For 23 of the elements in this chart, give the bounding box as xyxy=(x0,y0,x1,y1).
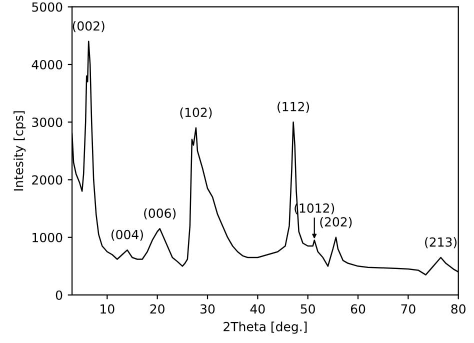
annotation: (112) xyxy=(278,102,310,113)
x-tick-label: 20 xyxy=(150,304,164,314)
annotation: (213) xyxy=(425,237,457,248)
annotation: (002) xyxy=(72,21,104,32)
x-tick-label: 10 xyxy=(100,304,114,314)
x-tick-label: 30 xyxy=(200,304,215,314)
annotation: (006) xyxy=(144,208,176,220)
y-tick-label: 4000 xyxy=(32,60,62,70)
y-tick-label: 3000 xyxy=(32,118,62,128)
y-tick-label: 1000 xyxy=(32,232,62,242)
y-axis-title: Intesity [cps] xyxy=(14,111,26,190)
annotation: (202) xyxy=(320,216,352,228)
x-tick-label: 40 xyxy=(250,304,265,314)
y-tick-label: 2000 xyxy=(32,175,62,185)
y-tick-label: 5000 xyxy=(32,2,62,12)
x-tick-label: 50 xyxy=(300,304,315,314)
annotation: (102) xyxy=(180,107,212,119)
y-tick-label: 0 xyxy=(56,290,62,300)
annotation: (004) xyxy=(112,230,143,241)
x-tick-label: 60 xyxy=(350,304,366,314)
x-axis-title: 2Theta [deg.] xyxy=(224,322,307,334)
x-tick-label: 80 xyxy=(451,304,466,314)
x-tick-label: 70 xyxy=(401,304,416,314)
